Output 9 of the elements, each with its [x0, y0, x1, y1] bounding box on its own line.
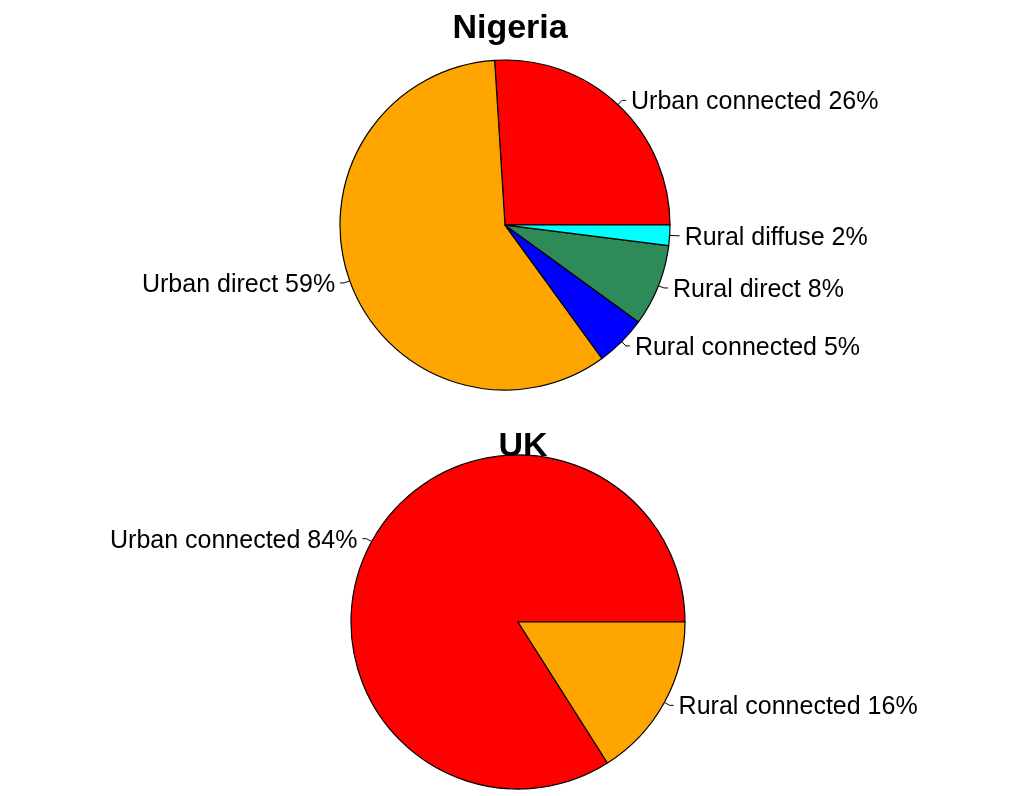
slice-label: Rural connected 5%: [634, 331, 861, 360]
chart-title: Nigeria: [452, 7, 569, 45]
chart-title: UK: [498, 425, 548, 463]
slice-label: Urban direct 59%: [141, 268, 336, 297]
slice-label: Rural direct 8%: [672, 273, 844, 302]
slice-label: Urban connected 26%: [631, 86, 879, 115]
slice-label: Rural connected 16%: [678, 691, 918, 720]
slice-label: Rural diffuse 2%: [684, 221, 868, 250]
slice-label: Urban connected 84%: [110, 524, 358, 553]
